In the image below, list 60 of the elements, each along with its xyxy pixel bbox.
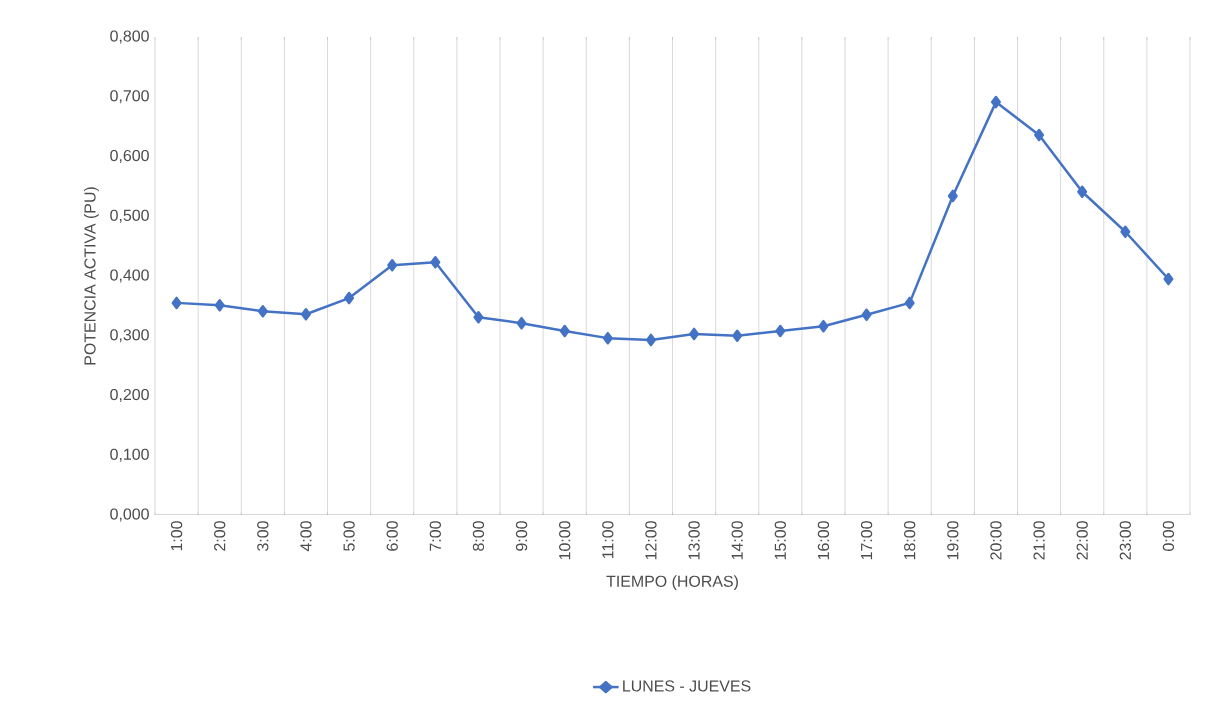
x-tick-label: 1:00 bbox=[170, 521, 183, 551]
point bbox=[300, 307, 311, 321]
x-tick-label: 9:00 bbox=[515, 521, 528, 551]
point bbox=[1034, 128, 1045, 142]
point bbox=[473, 310, 484, 324]
y-tick-label: 0,200 bbox=[110, 388, 149, 403]
point bbox=[1163, 272, 1174, 286]
y-tick-label: 0,300 bbox=[110, 329, 149, 343]
x-tick-label: 5:00 bbox=[343, 521, 355, 551]
point bbox=[990, 95, 1001, 109]
x-tick-label: 16:00 bbox=[817, 521, 830, 560]
y-tick-label: 0,400 bbox=[110, 269, 149, 283]
x-tick-label: 7:00 bbox=[429, 521, 441, 551]
x-tick-label: 10:00 bbox=[559, 521, 571, 560]
point bbox=[689, 327, 700, 341]
x-tick-label: 8:00 bbox=[472, 521, 485, 551]
point bbox=[516, 316, 527, 330]
legend-label: LUNES - JUEVES bbox=[623, 680, 751, 692]
point bbox=[732, 329, 743, 342]
point bbox=[947, 189, 958, 203]
x-axis-title: TIEMPO (HORAS) bbox=[606, 575, 738, 591]
point bbox=[602, 331, 613, 345]
x-tick-label: 0:00 bbox=[1162, 521, 1175, 551]
x-tick-label: 2:00 bbox=[214, 521, 226, 551]
point bbox=[645, 333, 656, 347]
x-tick-label: 19:00 bbox=[947, 521, 959, 560]
x-tick-label: 17:00 bbox=[860, 521, 873, 560]
point bbox=[559, 324, 570, 338]
y-tick-label: 0,800 bbox=[110, 30, 149, 44]
point bbox=[257, 304, 268, 318]
point bbox=[775, 324, 786, 338]
x-tick-label: 3:00 bbox=[257, 521, 269, 551]
point bbox=[861, 308, 872, 322]
x-tick-label: 4:00 bbox=[300, 521, 312, 552]
x-tick-label: 13:00 bbox=[688, 521, 700, 560]
y-tick-label: 0,000 bbox=[110, 508, 149, 522]
y-tick-label: 0,500 bbox=[110, 209, 149, 223]
x-tick-label: 15:00 bbox=[774, 521, 786, 560]
point bbox=[1077, 185, 1088, 198]
y-tick-label: 0,600 bbox=[110, 149, 149, 164]
y-axis-title: POTENCIA ACTIVA (PU) bbox=[83, 187, 99, 365]
x-tick-label: 6:00 bbox=[386, 521, 398, 551]
point bbox=[818, 319, 829, 333]
y-tick-label: 0,700 bbox=[110, 90, 149, 104]
point bbox=[1120, 225, 1131, 239]
point bbox=[904, 296, 915, 310]
x-tick-label: 12:00 bbox=[645, 521, 657, 560]
x-tick-label: 18:00 bbox=[904, 521, 916, 560]
x-tick-label: 14:00 bbox=[731, 521, 743, 560]
point bbox=[344, 291, 355, 305]
point bbox=[430, 255, 441, 269]
x-tick-label: 22:00 bbox=[1076, 521, 1088, 560]
y-tick-label: 0,100 bbox=[110, 448, 149, 462]
x-tick-label: 21:00 bbox=[1033, 521, 1045, 560]
x-tick-label: 23:00 bbox=[1119, 521, 1131, 560]
point bbox=[387, 258, 398, 272]
point bbox=[171, 296, 182, 310]
point bbox=[214, 299, 225, 312]
x-tick-label: 20:00 bbox=[990, 521, 1002, 560]
x-tick-label: 11:00 bbox=[602, 521, 614, 558]
